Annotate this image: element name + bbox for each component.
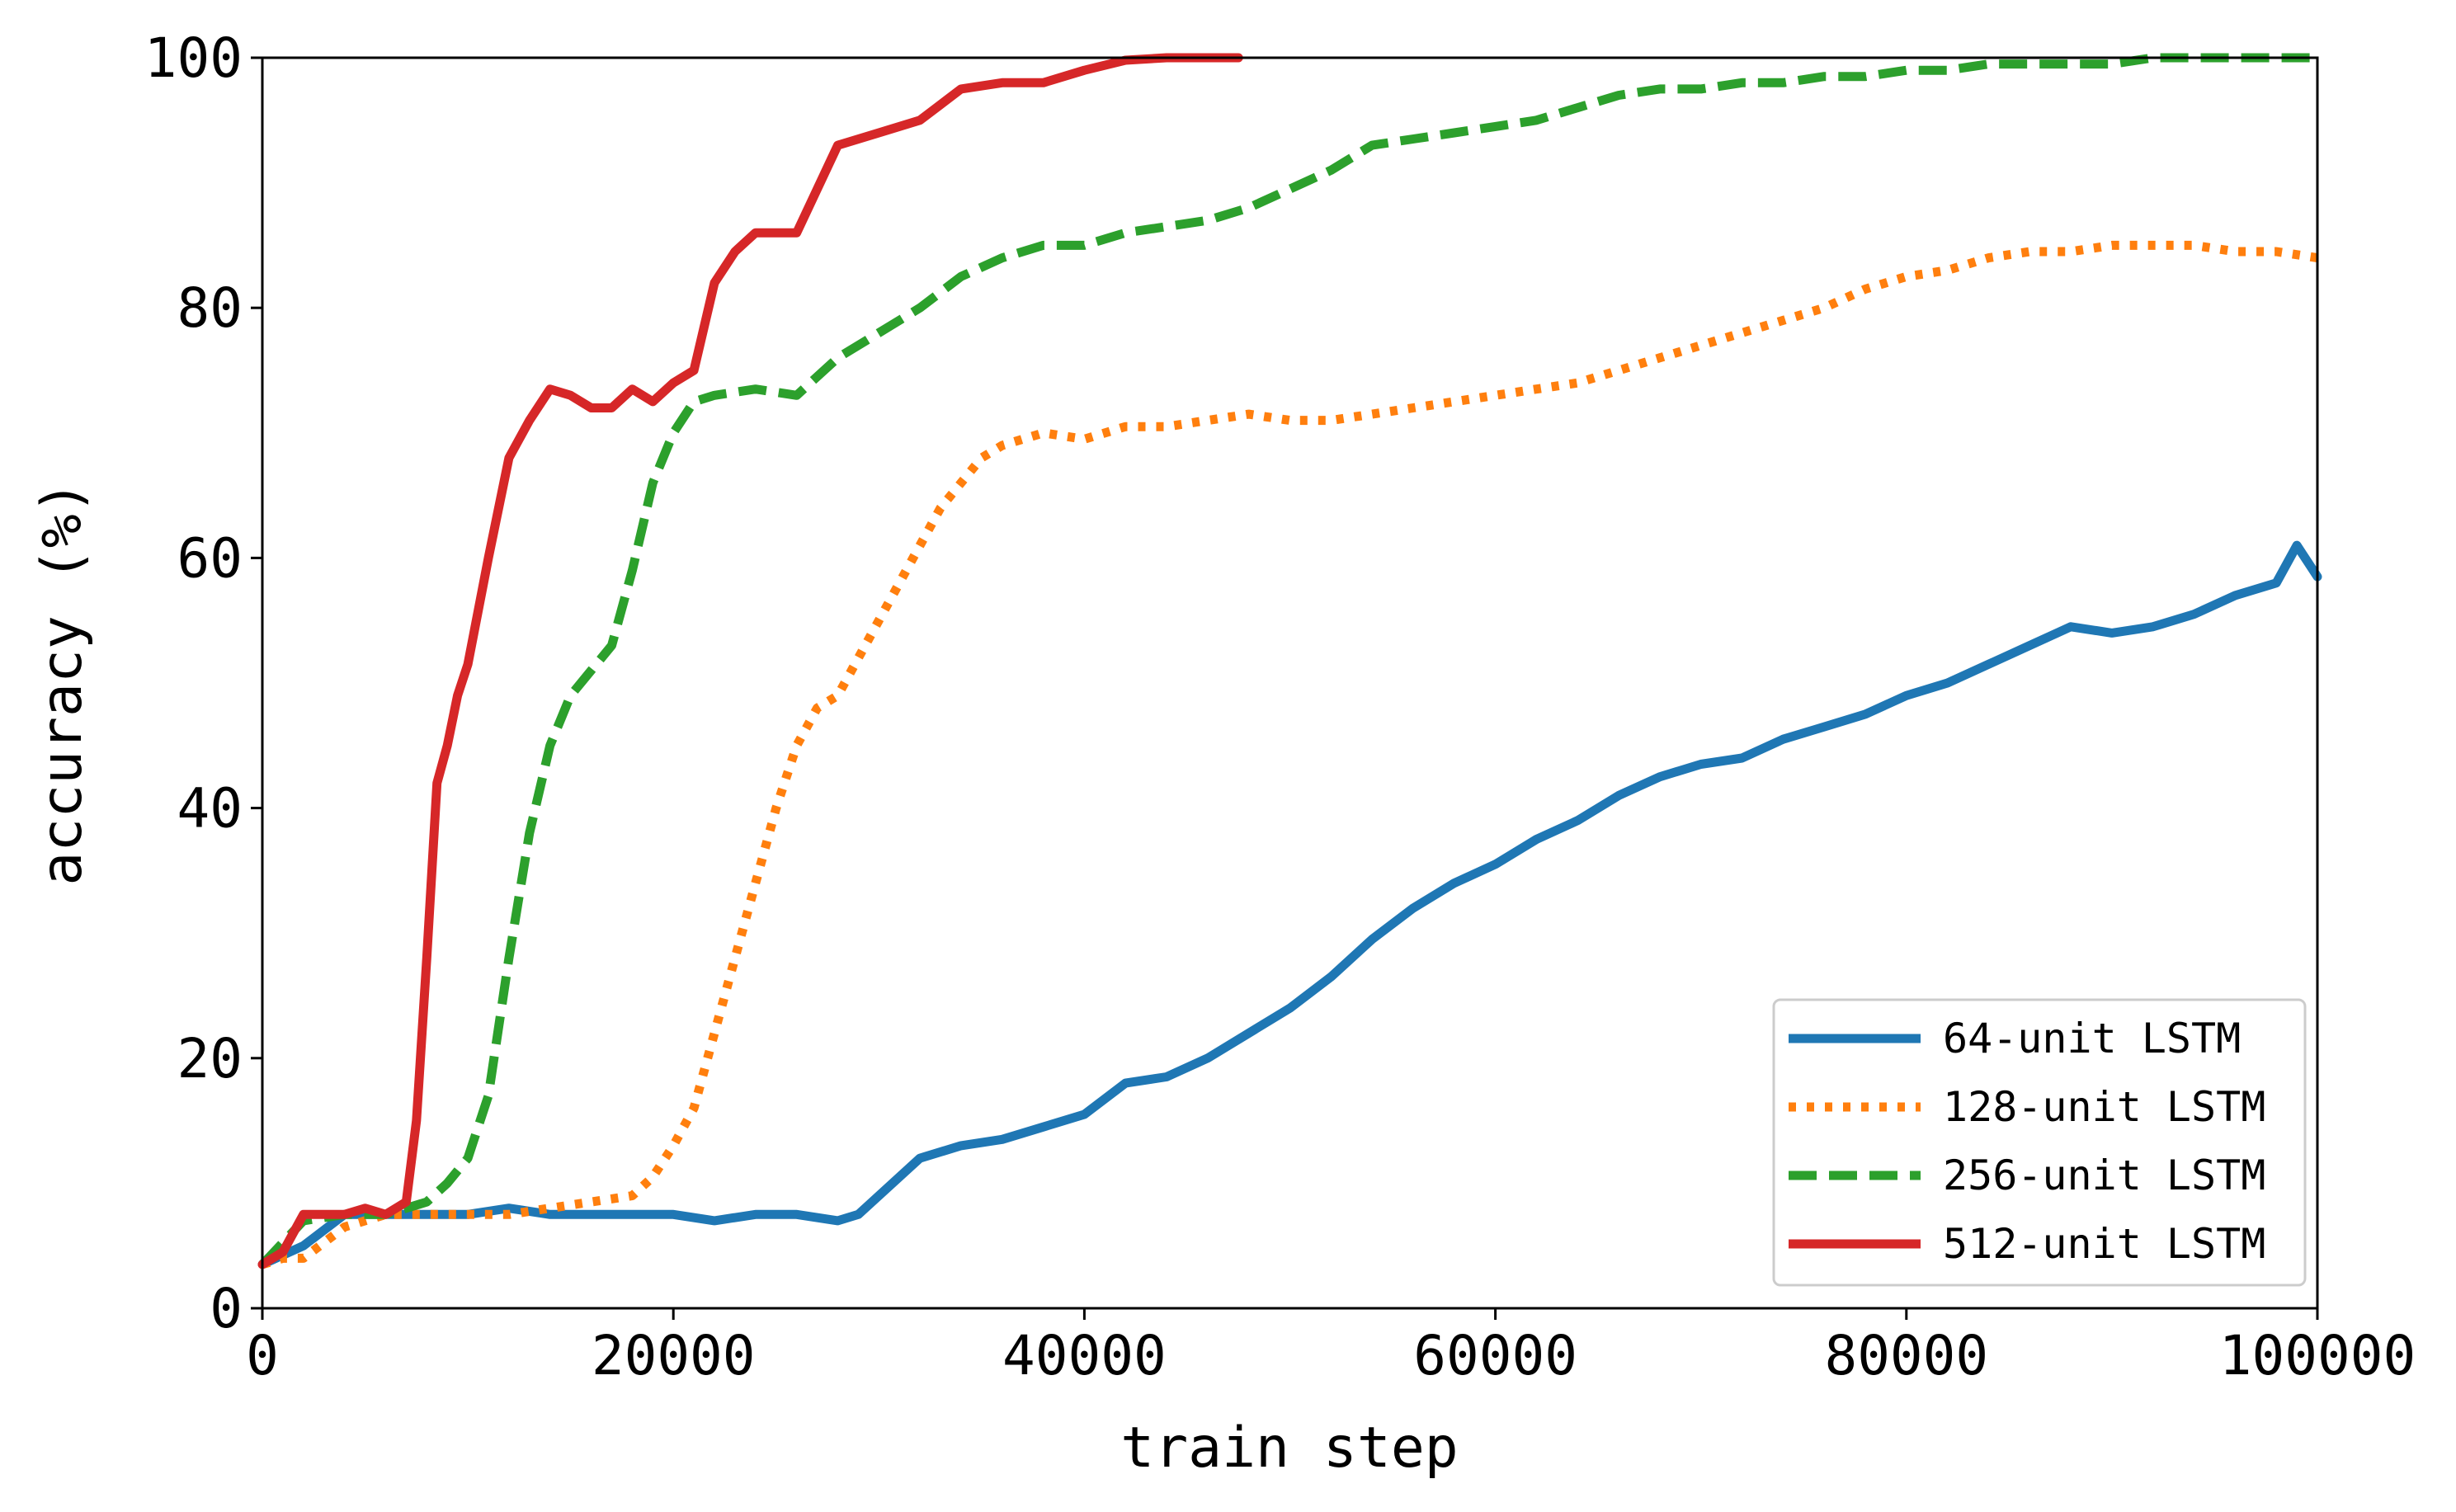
y-axis-ticks: 0 20 40 60 80 100	[144, 26, 262, 1340]
y-tick-label: 100	[144, 26, 243, 90]
x-tick-label: 100000	[2219, 1324, 2416, 1387]
y-tick-label: 60	[177, 526, 243, 590]
legend-label-2: 256-unit LSTM	[1943, 1152, 2265, 1199]
y-tick-label: 0	[210, 1277, 243, 1340]
plot-area-frame	[261, 56, 2319, 1310]
y-tick-label: 20	[177, 1027, 243, 1090]
legend-label-3: 512-unit LSTM	[1943, 1220, 2265, 1268]
series-layer	[257, 53, 2322, 1269]
legend-label-1: 128-unit LSTM	[1943, 1083, 2265, 1131]
series-line-3	[257, 53, 1243, 1269]
x-tick-label: 80000	[1824, 1324, 1988, 1387]
series-line-2	[258, 53, 2317, 1268]
x-axis-ticks: 0 20000 40000 60000 80000 100000	[246, 1308, 2416, 1387]
x-tick-label: 60000	[1413, 1324, 1577, 1387]
series-line-0	[257, 540, 2322, 1269]
legend-label-0: 64-unit LSTM	[1943, 1015, 2241, 1062]
x-tick-label: 40000	[1002, 1324, 1167, 1387]
y-tick-label: 80	[177, 276, 243, 340]
series-line-1	[261, 240, 2318, 1269]
x-tick-label: 0	[246, 1324, 279, 1387]
y-axis-label: accuracy (%)	[30, 480, 95, 885]
x-tick-label: 20000	[592, 1324, 756, 1387]
legend: 64-unit LSTM 128-unit LSTM 256-unit LSTM 51…	[1772, 998, 2307, 1287]
y-tick-label: 40	[177, 777, 243, 841]
legend-box	[1772, 998, 2307, 1287]
x-axis-label: train step	[1120, 1415, 1458, 1481]
